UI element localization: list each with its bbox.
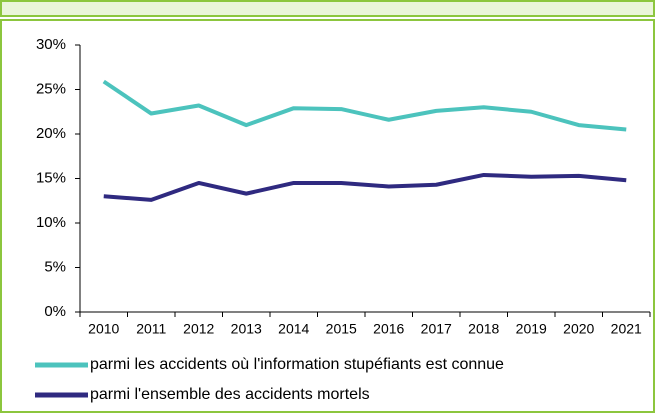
x-tick-label: 2016 [373, 321, 404, 337]
x-tick-label: 2011 [136, 321, 166, 337]
legend-label: parmi l'ensemble des accidents mortels [90, 386, 370, 403]
x-tick-label: 2020 [563, 321, 594, 337]
y-tick-label: 15% [36, 169, 66, 186]
series-line [103, 172, 627, 202]
x-tick-label: 2010 [88, 321, 119, 337]
chart-frame [0, 19, 655, 413]
legend-label: parmi les accidents où l'information stu… [90, 356, 504, 373]
x-tick-label: 2018 [468, 321, 499, 337]
x-tick-label: 2017 [421, 321, 452, 337]
x-tick-label: 2015 [326, 321, 357, 337]
x-tick-label: 2012 [183, 321, 214, 337]
x-tick-label: 2014 [278, 321, 309, 337]
y-tick-label: 25% [36, 80, 66, 97]
series-line [102, 79, 627, 132]
x-tick-label: 2021 [611, 321, 642, 337]
y-tick-label: 10% [36, 214, 66, 231]
y-tick-label: 20% [36, 125, 66, 142]
x-tick-label: 2019 [516, 321, 547, 337]
y-tick-label: 0% [44, 303, 66, 320]
y-tick-label: 30% [36, 36, 66, 53]
header-strip [0, 0, 655, 17]
x-tick-label: 2013 [231, 321, 262, 337]
y-tick-label: 5% [44, 258, 66, 275]
